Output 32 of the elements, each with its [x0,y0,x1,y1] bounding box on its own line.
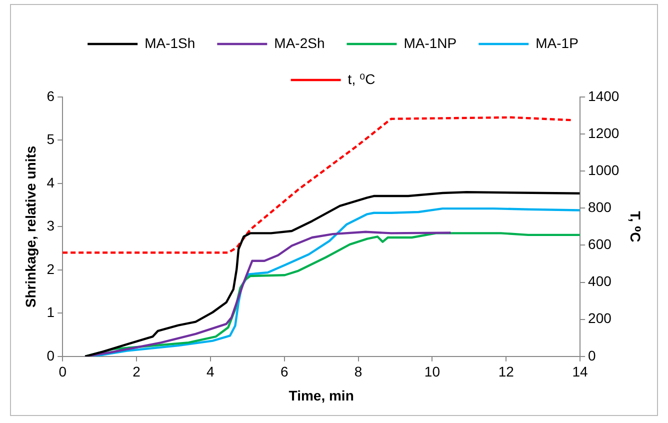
y2-tick-label: 200 [588,310,612,326]
y-tick-label: 5 [46,131,55,148]
y2-axis-title: T, ⁰C [628,211,644,242]
y-tick-label: 6 [46,88,55,104]
legend-label: MA-1P [536,34,578,51]
x-axis-title: Time, min [288,387,354,404]
y-tick-label: 0 [46,347,55,364]
x-tick-label: 2 [132,364,141,380]
y2-tick-label: 1400 [588,88,620,104]
legend-label: MA-2Sh [274,34,325,51]
y2-tick-label: 800 [588,199,612,216]
legend-label: MA-1Sh [144,34,196,51]
y2-tick-label: 600 [588,236,612,252]
x-tick-label: 6 [280,364,288,380]
y-tick-label: 1 [46,304,55,320]
legend-label: MA-1NP [404,34,457,51]
x-tick-label: 4 [206,364,215,380]
x-tick-label: 12 [498,364,514,380]
x-tick-label: 0 [58,364,67,380]
x-tick-label: 14 [572,364,588,380]
y-tick-label: 3 [46,218,55,234]
y2-tick-label: 0 [588,347,596,364]
x-tick-label: 10 [424,364,440,380]
y2-tick-label: 1200 [588,124,620,141]
y2-tick-label: 400 [588,273,612,290]
legend-label: t, ⁰C [348,70,376,87]
y-tick-label: 2 [46,260,55,277]
y-tick-label: 4 [46,174,55,190]
x-tick-label: 8 [354,364,362,380]
y-axis-title: Shrinkage, relative units [22,146,38,308]
line-series [62,116,574,254]
y2-tick-label: 1000 [588,162,620,178]
